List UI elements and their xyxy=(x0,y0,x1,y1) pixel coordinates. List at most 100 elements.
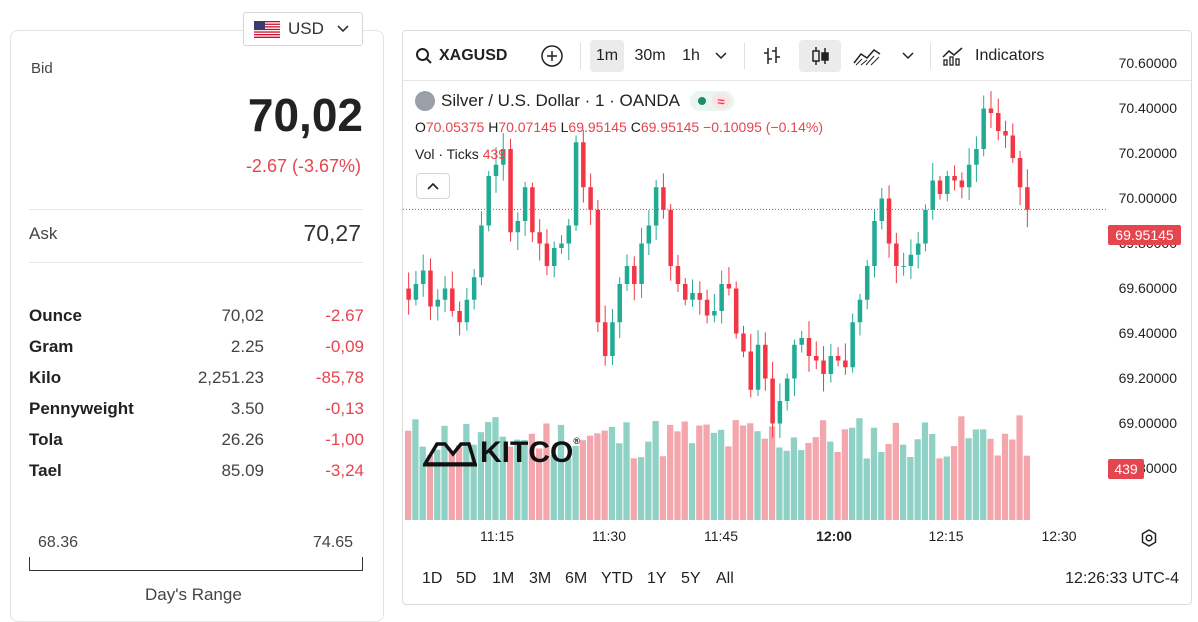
volume-bar xyxy=(739,425,747,520)
range-6m-button[interactable]: 6M xyxy=(565,570,588,587)
volume-bar xyxy=(550,454,557,520)
candle xyxy=(923,204,928,252)
close-label: C xyxy=(630,119,641,135)
volume-bar xyxy=(405,430,412,520)
candlestick-icon xyxy=(812,47,829,65)
toolbar-divider xyxy=(580,43,581,69)
chart-clock[interactable]: 12:26:33 UTC-4 xyxy=(1065,570,1179,587)
volume-bar xyxy=(972,429,980,520)
candle xyxy=(661,173,666,219)
candle xyxy=(464,287,470,331)
indicators-button[interactable]: Indicators xyxy=(941,40,1063,72)
volume-bar xyxy=(732,420,739,520)
chart-type-dropdown-button[interactable] xyxy=(897,40,919,72)
range-1y-button[interactable]: 1Y xyxy=(647,570,667,587)
candle xyxy=(588,173,593,225)
kitco-watermark: KITCO® xyxy=(423,436,580,470)
interval-1h-button[interactable]: 1h xyxy=(682,47,700,64)
volume-bar xyxy=(965,438,972,520)
ask-label: Ask xyxy=(29,224,58,243)
interval-30m-button[interactable]: 30m xyxy=(634,47,666,64)
candle xyxy=(704,289,710,324)
symbol-search-button[interactable]: XAGUSD xyxy=(411,40,519,72)
registered-mark: ® xyxy=(573,436,580,446)
candle xyxy=(697,281,703,315)
time-axis-label: 11:15 xyxy=(480,528,514,544)
volume-bar xyxy=(747,423,754,520)
volume-bar xyxy=(841,429,849,520)
unit-value: 26.26 xyxy=(221,429,264,449)
unit-value: 2,251.23 xyxy=(197,367,264,387)
candle xyxy=(777,383,783,439)
range-3m-button[interactable]: 3M xyxy=(529,570,552,587)
volume-bar xyxy=(434,449,441,520)
range-1m-button[interactable]: 1M xyxy=(492,570,515,587)
volume-bar xyxy=(892,422,899,520)
volume-bar xyxy=(528,433,536,520)
bar-chart-type-button[interactable] xyxy=(756,40,788,72)
candle xyxy=(726,267,732,296)
time-axis-label: 12:30 xyxy=(1041,528,1077,544)
search-icon xyxy=(416,48,432,64)
volume-bar xyxy=(958,416,965,520)
ask-value: 70,27 xyxy=(303,220,361,246)
volume-bar xyxy=(776,447,783,520)
candle xyxy=(682,277,688,306)
collapse-legend-button[interactable] xyxy=(416,173,450,199)
market-open-dot-icon xyxy=(698,97,706,105)
kitco-logo-icon xyxy=(423,442,477,467)
market-status-badge[interactable]: ≈ xyxy=(690,91,734,111)
range-5y-button[interactable]: 5Y xyxy=(681,570,701,587)
volume-label: Vol · Ticks xyxy=(415,146,479,162)
unit-name: Ounce xyxy=(29,305,82,325)
date-range-bar: 1D 5D 1M 3M 6M YTD 1Y 5Y All 12:26:33 UT… xyxy=(403,557,1191,604)
candle xyxy=(646,210,652,256)
candle-chart-type-button[interactable] xyxy=(799,40,841,72)
candle xyxy=(530,182,535,242)
compare-symbol-button[interactable] xyxy=(536,40,568,72)
volume-bar xyxy=(412,419,419,520)
volume-bar xyxy=(929,433,936,520)
chart-toolbar: XAGUSD 1m 30m 1h xyxy=(403,31,1191,81)
candle xyxy=(981,95,986,157)
candle xyxy=(566,218,572,261)
interval-dropdown-button[interactable] xyxy=(709,40,733,72)
volume-bar xyxy=(718,429,725,520)
volume-bar xyxy=(805,442,812,520)
candle xyxy=(741,325,746,358)
candle xyxy=(748,333,754,398)
candle xyxy=(879,188,885,230)
volume-bar xyxy=(907,457,914,520)
volume-bar xyxy=(1001,433,1009,520)
range-5d-button[interactable]: 5D xyxy=(456,570,477,587)
candle xyxy=(479,211,484,286)
change-value: −0.10095 (−0.14%) xyxy=(703,119,823,135)
volume-bar xyxy=(565,458,572,520)
candle xyxy=(995,98,1001,141)
candle xyxy=(784,373,790,411)
volume-bar xyxy=(870,427,878,520)
range-1d-button[interactable]: 1D xyxy=(422,570,443,587)
volume-bar xyxy=(950,446,958,520)
candle xyxy=(617,277,622,339)
day-range-bar xyxy=(29,557,363,571)
area-chart-type-button[interactable] xyxy=(849,40,885,72)
interval-1m-button[interactable]: 1m xyxy=(590,40,624,72)
volume-bar xyxy=(914,439,921,520)
range-all-button[interactable]: All xyxy=(716,570,734,587)
currency-selector[interactable]: USD xyxy=(243,12,363,46)
candle xyxy=(522,181,528,236)
candle xyxy=(602,305,608,366)
candle xyxy=(937,175,943,200)
ohlc-legend: O70.05375 H70.07145 L69.95145 C69.95145 … xyxy=(415,119,823,135)
table-row: Tael 85.09 -3,24 xyxy=(29,455,364,486)
volume-bar xyxy=(761,438,768,520)
chart-settings-icon[interactable] xyxy=(1139,528,1159,548)
unit-name: Kilo xyxy=(29,367,62,387)
range-ytd-button[interactable]: YTD xyxy=(601,570,633,587)
candle xyxy=(901,252,906,276)
price-chart[interactable] xyxy=(403,81,1191,521)
unit-name: Tola xyxy=(29,429,63,449)
candle xyxy=(668,204,673,281)
unit-name: Tael xyxy=(29,460,62,480)
